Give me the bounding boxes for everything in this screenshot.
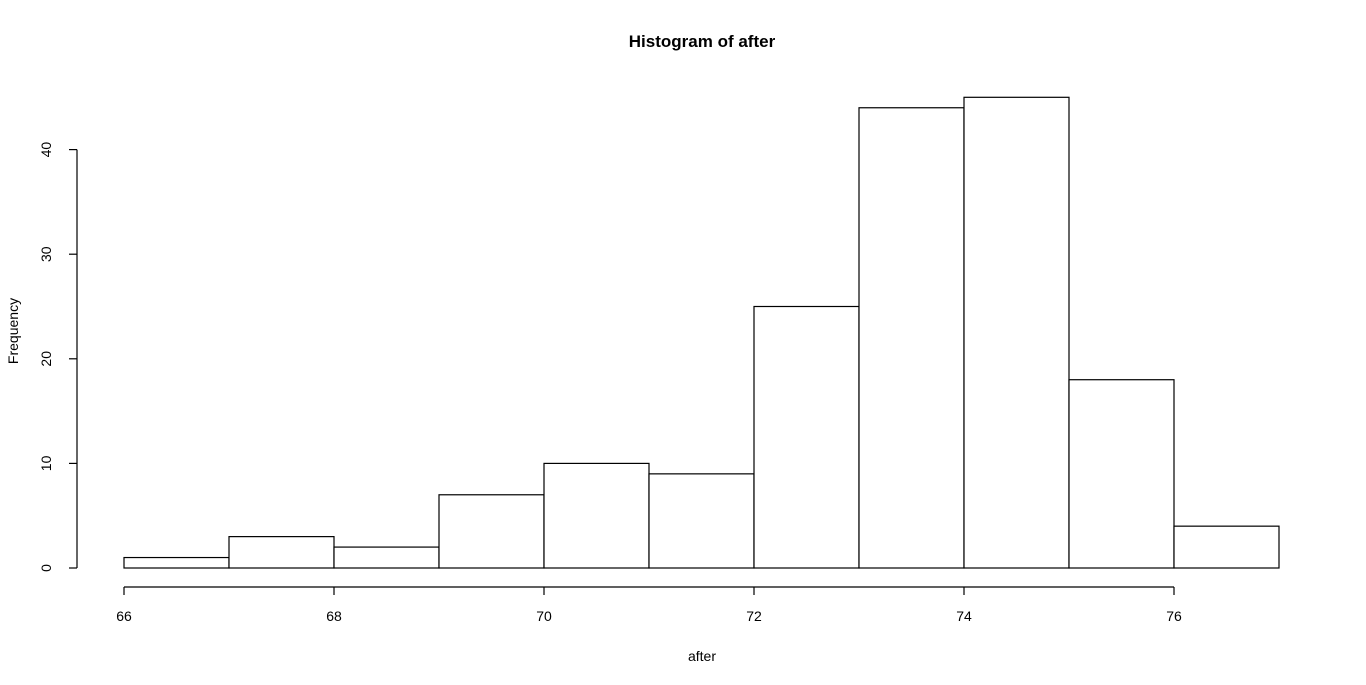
histogram-bar <box>333 546 440 569</box>
histogram-bar <box>753 305 860 569</box>
x-axis-label: after <box>688 648 716 664</box>
bars-group <box>123 96 1280 569</box>
x-axis: 66 68 70 72 74 76 <box>116 586 1182 624</box>
x-tick-label: 74 <box>956 608 972 624</box>
histogram-bar <box>858 107 965 569</box>
y-axis: 0 10 20 30 40 <box>38 142 78 572</box>
histogram-bar <box>963 96 1070 569</box>
histogram-bar <box>1068 379 1175 569</box>
histogram-bar <box>1173 525 1280 569</box>
x-tick-label: 76 <box>1166 608 1182 624</box>
histogram-bar <box>123 556 230 569</box>
y-tick-label: 20 <box>38 351 54 367</box>
x-tick-label: 72 <box>746 608 762 624</box>
y-tick-label: 10 <box>38 455 54 471</box>
x-tick-label: 68 <box>326 608 342 624</box>
histogram-bar <box>543 462 650 569</box>
y-tick-label: 30 <box>38 246 54 262</box>
chart-title: Histogram of after <box>629 32 776 51</box>
y-tick-label: 0 <box>38 564 54 572</box>
y-tick-label: 40 <box>38 142 54 158</box>
x-tick-label: 70 <box>536 608 552 624</box>
x-tick-label: 66 <box>116 608 132 624</box>
histogram-bar <box>648 473 755 569</box>
histogram-bar <box>228 536 335 569</box>
y-axis-label: Frequency <box>5 298 21 364</box>
histogram-bar <box>438 494 545 569</box>
